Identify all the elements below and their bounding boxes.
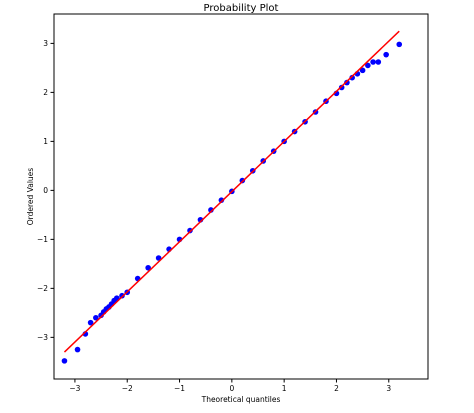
y-tick-label: 2 (43, 88, 48, 97)
x-tick-label: −1 (174, 384, 185, 393)
plot-layer (61, 30, 403, 364)
x-tick-label: −2 (122, 384, 133, 393)
y-tick-label: 3 (43, 39, 48, 48)
data-point (365, 62, 371, 69)
data-point (155, 255, 162, 261)
y-tick-label: 1 (43, 137, 48, 146)
data-point (349, 74, 355, 81)
y-tick-label: −2 (37, 284, 48, 293)
data-point (359, 67, 366, 74)
data-point (208, 207, 214, 213)
x-tick-label: 3 (386, 384, 391, 393)
axes-frame (53, 13, 429, 380)
fit-line (63, 30, 400, 353)
data-point (370, 59, 376, 65)
x-tick-label: 0 (229, 384, 234, 393)
data-point (145, 264, 151, 271)
x-tick-label: −3 (69, 384, 80, 393)
chart-title: Probability Plot (204, 3, 279, 14)
data-point (383, 51, 389, 58)
x-tick-label: 1 (282, 384, 287, 393)
data-point (338, 84, 345, 91)
data-point (344, 79, 350, 86)
ticks-layer: −3 −2 −1 0 1 2 3 −3 −2 −1 0 1 2 3 (37, 39, 391, 393)
data-point (74, 346, 81, 353)
data-point (218, 197, 225, 203)
y-axis-label: Ordered Values (26, 168, 35, 226)
data-point (396, 41, 403, 48)
y-tick-label: 0 (43, 186, 48, 195)
data-point (61, 358, 68, 364)
data-point (119, 292, 125, 299)
x-tick-label: 2 (334, 384, 339, 393)
data-point (93, 314, 99, 321)
data-point (87, 319, 94, 326)
y-tick-label: −3 (37, 333, 48, 342)
x-axis-label: Theoretical quantiles (201, 395, 281, 404)
data-point (187, 227, 193, 234)
data-point (375, 59, 382, 65)
y-tick-label: −1 (37, 235, 48, 244)
